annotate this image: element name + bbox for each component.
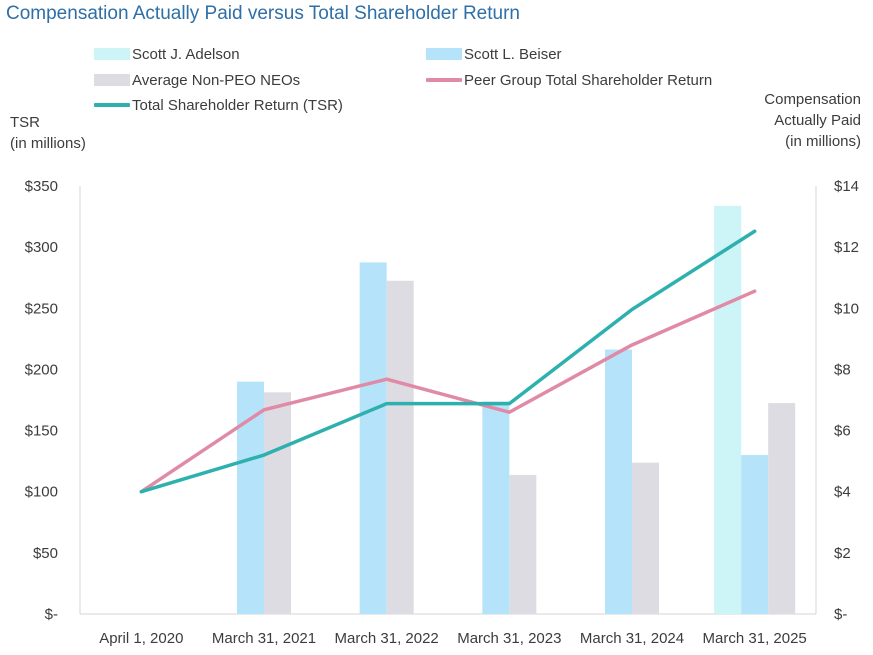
legend-item-scott-j-adelson: Scott J. Adelson (94, 44, 240, 64)
x-axis-tick-label: March 31, 2025 (703, 630, 807, 647)
left-axis-tick-label: $250 (25, 300, 58, 317)
x-axis-tick-label: April 1, 2020 (99, 630, 183, 647)
right-axis-tick-label: $6 (834, 423, 851, 440)
chart-title: Compensation Actually Paid versus Total … (6, 3, 520, 24)
right-axis-title-line-2: Actually Paid (774, 112, 861, 129)
left-axis-tick-label: $100 (25, 484, 58, 501)
bar-scott-l-beiser (605, 349, 632, 614)
right-axis-title-line-3: (in millions) (785, 133, 861, 150)
bar-scott-j-adelson (714, 205, 742, 614)
left-axis-title-line-2: (in millions) (10, 135, 86, 152)
left-axis-title: TSR (in millions) (10, 112, 86, 154)
legend-label-tsr: Total Shareholder Return (TSR) (132, 96, 343, 114)
left-axis-title-line-1: TSR (10, 114, 40, 131)
right-axis-tick-label: $8 (834, 361, 851, 378)
left-axis-tick-label: $50 (33, 545, 58, 562)
legend-label-peer-group-tsr: Peer Group Total Shareholder Return (464, 71, 713, 89)
bar-scott-l-beiser (741, 455, 769, 614)
line-total-shareholder-return-tsr (139, 229, 757, 494)
bar-average-non-peo-neos (386, 280, 414, 614)
left-axis-tick-label: $300 (25, 239, 58, 256)
right-axis-tick-label: $4 (834, 484, 851, 501)
legend-label-scott-l-beiser: Scott L. Beiser (464, 45, 562, 63)
x-axis-tick-label: March 31, 2021 (212, 630, 316, 647)
legend-item-tsr: Total Shareholder Return (TSR) (94, 95, 343, 115)
right-axis-tick-label: $10 (834, 300, 859, 317)
line-peer-group-total-shareholder-return (139, 289, 757, 494)
legend-swatch-scott-l-beiser (426, 48, 462, 60)
bar-average-non-peo-neos (509, 474, 537, 614)
legend-swatch-average-non-peo-neos (94, 74, 130, 86)
legend-item-scott-l-beiser: Scott L. Beiser (426, 44, 562, 64)
legend-swatch-tsr (94, 103, 130, 107)
left-axis-tick-label: $200 (25, 361, 58, 378)
right-axis-tick-label: $2 (834, 545, 851, 562)
legend-item-average-non-peo-neos: Average Non-PEO NEOs (94, 70, 300, 90)
left-axis-tick-label: $350 (25, 178, 58, 195)
right-axis-tick-label: $- (834, 606, 847, 623)
x-axis-tick-label: March 31, 2023 (457, 630, 561, 647)
legend-label-average-non-peo-neos: Average Non-PEO NEOs (132, 71, 301, 89)
x-axis-tick-label: March 31, 2024 (580, 630, 684, 647)
legend-swatch-peer-group-tsr (426, 78, 462, 82)
right-axis-title-line-1: Compensation (764, 91, 861, 108)
bar-scott-l-beiser (359, 262, 387, 614)
bar-average-non-peo-neos (768, 403, 796, 614)
legend-label-scott-j-adelson: Scott J. Adelson (132, 45, 240, 63)
left-axis-tick-label: $- (45, 606, 58, 623)
legend-swatch-scott-j-adelson (94, 48, 130, 60)
bar-average-non-peo-neos (264, 392, 291, 614)
right-axis-tick-label: $14 (834, 178, 859, 195)
x-axis-tick-label: March 31, 2022 (335, 630, 439, 647)
bar-scott-l-beiser (237, 381, 264, 614)
bar-scott-l-beiser (482, 401, 510, 614)
right-axis-tick-label: $12 (834, 239, 859, 256)
legend-item-peer-group-tsr: Peer Group Total Shareholder Return (426, 70, 712, 90)
bar-average-non-peo-neos (632, 462, 659, 614)
right-axis-title: Compensation Actually Paid (in millions) (764, 89, 861, 152)
chart-legend: Scott J. Adelson Scott L. Beiser Average… (0, 0, 873, 120)
left-axis-tick-label: $150 (25, 423, 58, 440)
